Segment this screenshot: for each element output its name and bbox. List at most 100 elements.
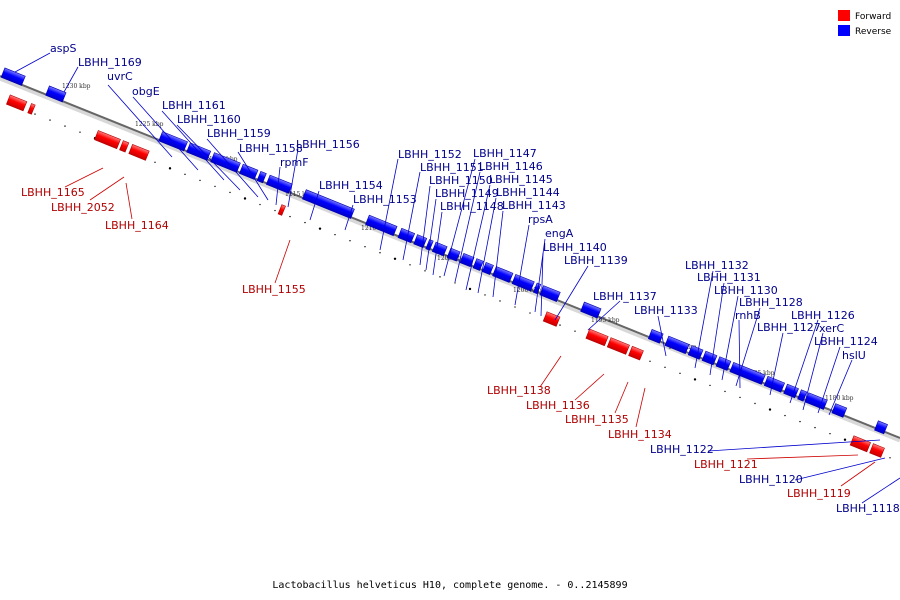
gene-block-LBHH_1165-a[interactable] bbox=[6, 94, 28, 112]
gene-label[interactable]: LBHH_1121 bbox=[694, 458, 758, 471]
track-dot bbox=[199, 179, 201, 182]
gene-block-LBHH_1127[interactable] bbox=[729, 361, 766, 385]
gene-label[interactable]: LBHH_1160 bbox=[177, 113, 241, 126]
gene-label[interactable]: LBHH_1150 bbox=[429, 174, 493, 187]
gene-label[interactable]: LBHH_1124 bbox=[814, 335, 878, 348]
track-dot bbox=[334, 233, 336, 236]
gene-block-LBHH_1153[interactable] bbox=[365, 214, 398, 237]
gene-block-LBHH_1137[interactable] bbox=[580, 301, 602, 319]
gene-label[interactable]: obgE bbox=[132, 85, 160, 98]
gene-label[interactable]: engA bbox=[545, 227, 574, 240]
gene-label[interactable]: LBHH_1152 bbox=[398, 148, 462, 161]
gene-label[interactable]: LBHH_1155 bbox=[242, 283, 306, 296]
gene-label[interactable]: LBHH_1138 bbox=[487, 384, 551, 397]
gene-block-LBHH_1145[interactable] bbox=[481, 261, 494, 276]
track-dot bbox=[393, 257, 397, 260]
gene-block-hslU[interactable] bbox=[804, 392, 828, 410]
gene-label[interactable]: LBHH_1133 bbox=[634, 304, 698, 317]
gene-block-LBHH_1161[interactable] bbox=[158, 131, 188, 152]
gene-block-LBHH_1119[interactable] bbox=[869, 443, 885, 458]
gene-label[interactable]: LBHH_1161 bbox=[162, 99, 226, 112]
gene-block-LBHH_1159[interactable] bbox=[210, 152, 241, 173]
gene-label[interactable]: LBHH_1153 bbox=[353, 193, 417, 206]
gene-label[interactable]: rpmF bbox=[280, 156, 309, 169]
track-dot bbox=[814, 426, 816, 429]
gene-block-LBHH_1135[interactable] bbox=[606, 337, 630, 355]
gene-block-LBHH_1132[interactable] bbox=[664, 335, 690, 355]
gene-label[interactable]: LBHH_1132 bbox=[685, 259, 749, 272]
gene-block-LBHH_2052[interactable] bbox=[119, 140, 130, 153]
gene-label[interactable]: LBHH_1126 bbox=[791, 309, 855, 322]
gene-label[interactable]: LBHH_1149 bbox=[435, 187, 499, 200]
gene-label[interactable]: LBHH_1135 bbox=[565, 413, 629, 426]
gene-label[interactable]: LBHH_1140 bbox=[543, 241, 607, 254]
gene-block-LBHH_1164[interactable] bbox=[128, 143, 150, 161]
gene-label[interactable]: LBHH_1159 bbox=[207, 127, 271, 140]
gene-block-LBHH_1120[interactable] bbox=[874, 420, 888, 435]
gene-block-LBHH_1169[interactable] bbox=[45, 85, 67, 103]
gene-block-LBHH_1121[interactable] bbox=[849, 435, 871, 453]
gene-label[interactable]: aspS bbox=[50, 42, 76, 55]
gene-label[interactable]: LBHH_1144 bbox=[496, 186, 560, 199]
gene-block-LBHH_1138[interactable] bbox=[542, 311, 561, 327]
track-dot bbox=[709, 384, 711, 387]
gene-block-LBHH_1155[interactable] bbox=[277, 204, 286, 216]
gene-label[interactable]: LBHH_1154 bbox=[319, 179, 383, 192]
gene-label[interactable]: rnhB bbox=[735, 309, 761, 322]
gene-label[interactable]: LBHH_1148 bbox=[440, 200, 504, 213]
gene-label[interactable]: LBHH_1136 bbox=[526, 399, 590, 412]
gene-label[interactable]: LBHH_1131 bbox=[697, 271, 761, 284]
gene-label[interactable]: LBHH_1128 bbox=[739, 296, 803, 309]
gene-label[interactable]: LBHH_2052 bbox=[51, 201, 115, 214]
gene-block-rpmF[interactable] bbox=[256, 170, 267, 184]
gene-block-LBHH_1165[interactable] bbox=[94, 130, 121, 150]
gene-block-engA[interactable] bbox=[539, 285, 561, 302]
gene-block-LBHH_1143[interactable] bbox=[511, 273, 535, 292]
gene-block-LBHH_1128[interactable] bbox=[715, 356, 732, 371]
gene-block-LBHH_1158[interactable] bbox=[239, 163, 259, 180]
gene-label[interactable]: hslU bbox=[842, 349, 866, 362]
gene-block-LBHH_1133[interactable] bbox=[647, 329, 664, 344]
gene-label[interactable]: LBHH_1147 bbox=[473, 147, 537, 160]
gene-block-LBHH_1131[interactable] bbox=[687, 345, 704, 360]
gene-label[interactable]: LBHH_1120 bbox=[739, 473, 803, 486]
gene-block-LBHH_1146[interactable] bbox=[472, 258, 484, 271]
gene-label[interactable]: LBHH_1143 bbox=[502, 199, 566, 212]
genome-caption: Lactobacillus helveticus H10, complete g… bbox=[272, 580, 627, 591]
gene-label[interactable]: LBHH_1118 bbox=[836, 502, 900, 515]
gene-block-LBHH_1122[interactable] bbox=[831, 403, 848, 418]
gene-block-small[interactable] bbox=[27, 103, 36, 115]
gene-block-LBHH_1124[interactable] bbox=[797, 389, 808, 402]
gene-label[interactable]: xerC bbox=[819, 322, 844, 335]
scale-ticks: 1230 kbp 1225 kbp 1220 kbp 1215 kbp 1210… bbox=[62, 83, 854, 402]
gene-block-LBHH_1136[interactable] bbox=[585, 328, 609, 347]
gene-block-LBHH_1154[interactable] bbox=[302, 189, 355, 219]
gene-label[interactable]: LBHH_1156 bbox=[296, 138, 360, 151]
track-dot bbox=[318, 227, 322, 230]
gene-block-LBHH_1144[interactable] bbox=[492, 266, 514, 283]
gene-block-LBHH_1126[interactable] bbox=[763, 375, 786, 393]
legend-label-forward: Forward bbox=[855, 12, 891, 22]
gene-label[interactable]: LBHH_1134 bbox=[608, 428, 672, 441]
gene-label[interactable]: LBHH_1139 bbox=[564, 254, 628, 267]
gene-label[interactable]: rpsA bbox=[528, 213, 553, 226]
legend-swatch-reverse bbox=[838, 25, 850, 36]
gene-label[interactable]: LBHH_1169 bbox=[78, 56, 142, 69]
gene-label[interactable]: LBHH_1145 bbox=[489, 173, 553, 186]
gene-label[interactable]: uvrC bbox=[107, 70, 133, 83]
forward-gene-blocks bbox=[6, 94, 885, 458]
gene-label[interactable]: LBHH_1119 bbox=[787, 487, 851, 500]
gene-label[interactable]: LBHH_1164 bbox=[105, 219, 169, 232]
gene-label[interactable]: LBHH_1137 bbox=[593, 290, 657, 303]
gene-block-LBHH_1134[interactable] bbox=[628, 345, 644, 361]
gene-label[interactable]: LBHH_1165 bbox=[21, 186, 85, 199]
gene-label[interactable]: LBHH_1127 bbox=[757, 321, 821, 334]
track-dot bbox=[154, 161, 156, 164]
gene-block-LBHH_1152[interactable] bbox=[397, 227, 416, 244]
gene-label[interactable]: LBHH_1130 bbox=[714, 284, 778, 297]
gene-label[interactable]: LBHH_1146 bbox=[479, 160, 543, 173]
gene-label[interactable]: LBHH_1122 bbox=[650, 443, 714, 456]
gene-label[interactable]: LBHH_1151 bbox=[420, 161, 484, 174]
gene-label[interactable]: LBHH_1158 bbox=[239, 142, 303, 155]
